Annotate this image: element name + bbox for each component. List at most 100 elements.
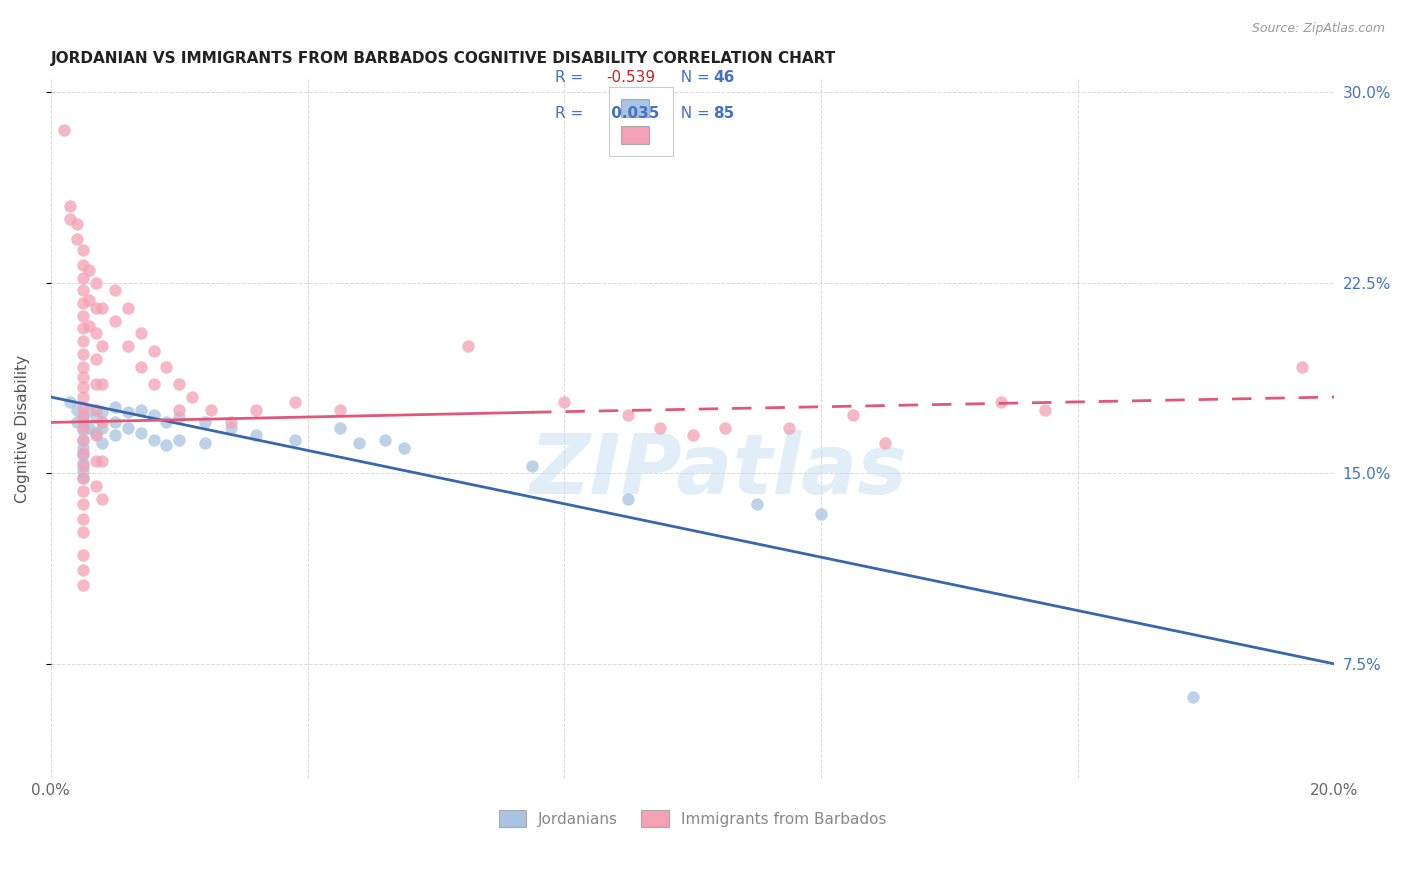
Point xyxy=(84,377,107,392)
Point xyxy=(617,408,640,422)
Point xyxy=(91,491,114,506)
Point xyxy=(72,347,94,361)
Text: ZIPatlas: ZIPatlas xyxy=(529,430,907,511)
Point xyxy=(65,416,87,430)
Point xyxy=(245,428,267,442)
Point xyxy=(142,408,165,422)
Point xyxy=(72,446,94,460)
Point xyxy=(617,491,640,506)
Point xyxy=(72,512,94,526)
Point xyxy=(682,428,704,442)
Text: 46: 46 xyxy=(713,70,734,85)
Point xyxy=(219,420,242,434)
Text: N =: N = xyxy=(671,70,714,85)
Point xyxy=(167,377,190,392)
Point xyxy=(329,402,352,417)
Point xyxy=(1182,690,1205,704)
Text: -0.539: -0.539 xyxy=(606,70,655,85)
Point xyxy=(91,420,114,434)
Point xyxy=(155,359,177,374)
Text: 0.035: 0.035 xyxy=(606,106,659,120)
Point xyxy=(65,217,87,231)
Point xyxy=(457,339,479,353)
Point xyxy=(129,425,152,440)
Point xyxy=(167,410,190,425)
Point xyxy=(194,416,217,430)
Point xyxy=(245,402,267,417)
Point xyxy=(167,434,190,448)
Point xyxy=(79,402,101,417)
Point xyxy=(329,420,352,434)
Point xyxy=(72,423,94,437)
Point xyxy=(91,453,114,467)
Point xyxy=(72,380,94,394)
Point xyxy=(72,400,94,414)
Point xyxy=(155,416,177,430)
Point xyxy=(72,390,94,404)
Point xyxy=(1035,402,1057,417)
Point xyxy=(84,479,107,493)
Point xyxy=(84,402,107,417)
Point xyxy=(990,395,1012,409)
Point xyxy=(129,326,152,341)
Point xyxy=(117,301,139,315)
Point xyxy=(72,410,94,425)
Point xyxy=(59,395,82,409)
Point xyxy=(72,524,94,539)
Point xyxy=(72,464,94,478)
Point xyxy=(79,293,101,308)
Point xyxy=(72,243,94,257)
Point xyxy=(117,420,139,434)
Point xyxy=(72,471,94,485)
Point xyxy=(72,321,94,335)
Point xyxy=(72,497,94,511)
Point xyxy=(72,548,94,562)
Point xyxy=(284,434,307,448)
Point xyxy=(72,441,94,455)
Text: JORDANIAN VS IMMIGRANTS FROM BARBADOS COGNITIVE DISABILITY CORRELATION CHART: JORDANIAN VS IMMIGRANTS FROM BARBADOS CO… xyxy=(51,51,837,66)
Point xyxy=(72,458,94,473)
Point xyxy=(91,416,114,430)
Point xyxy=(72,434,94,448)
Point xyxy=(72,416,94,430)
Point xyxy=(155,438,177,452)
Point xyxy=(520,458,543,473)
Point xyxy=(59,212,82,227)
Point xyxy=(194,435,217,450)
Point xyxy=(104,314,127,328)
Point xyxy=(72,334,94,348)
Point xyxy=(284,395,307,409)
Point xyxy=(167,402,190,417)
Point xyxy=(72,420,94,434)
Point xyxy=(373,434,395,448)
Point xyxy=(72,408,94,422)
Point xyxy=(84,326,107,341)
Point xyxy=(117,405,139,419)
Point xyxy=(72,283,94,297)
Point xyxy=(72,563,94,577)
Point xyxy=(873,435,896,450)
Point xyxy=(84,276,107,290)
Point xyxy=(810,507,832,521)
Point xyxy=(72,456,94,470)
Point xyxy=(142,344,165,359)
Point xyxy=(52,123,75,137)
Point xyxy=(65,402,87,417)
Point xyxy=(129,359,152,374)
Point xyxy=(72,449,94,463)
Point xyxy=(91,405,114,419)
Text: 85: 85 xyxy=(713,106,734,120)
Text: N =: N = xyxy=(671,106,714,120)
Point xyxy=(91,377,114,392)
Point xyxy=(842,408,865,422)
Point xyxy=(91,435,114,450)
Text: R =: R = xyxy=(555,106,589,120)
Point xyxy=(65,232,87,246)
Point xyxy=(72,258,94,272)
Point xyxy=(129,402,152,417)
Point xyxy=(79,420,101,434)
Point xyxy=(72,359,94,374)
Point xyxy=(104,428,127,442)
Point xyxy=(142,434,165,448)
Point xyxy=(745,497,768,511)
